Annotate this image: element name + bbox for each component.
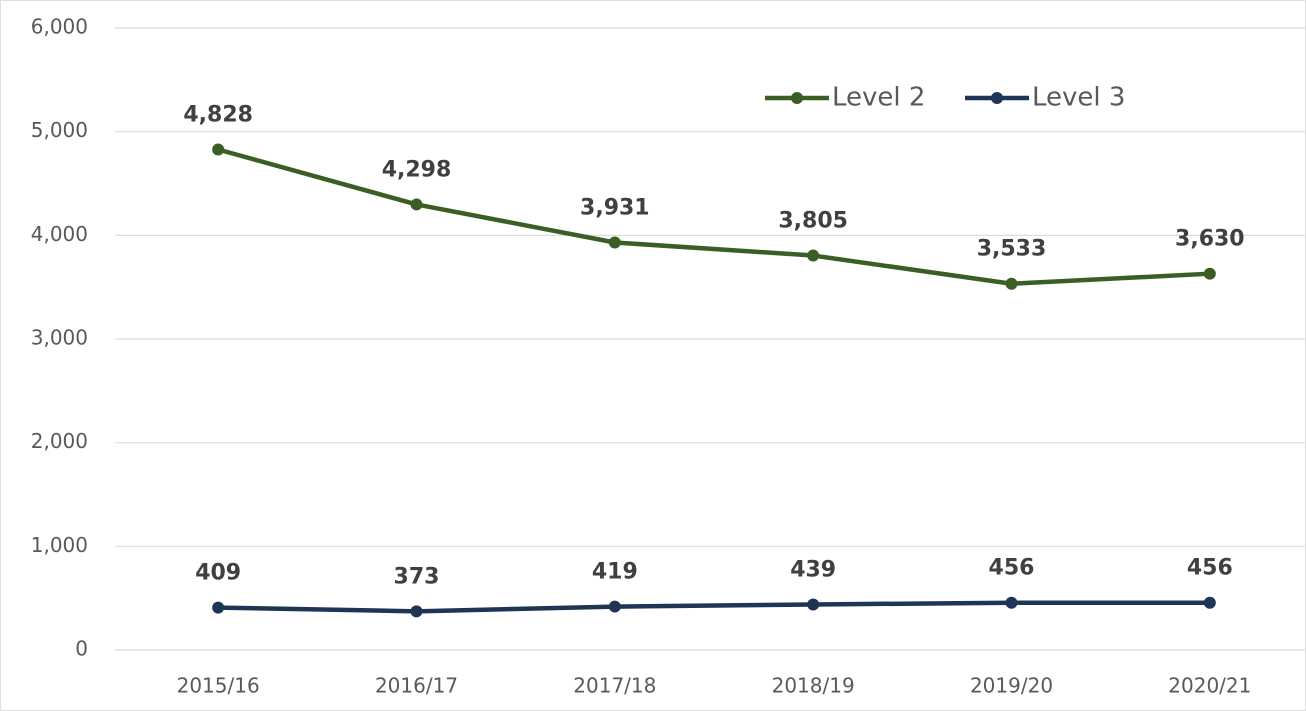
x-tick-label: 2017/18 bbox=[573, 674, 656, 698]
data-label: 419 bbox=[592, 560, 638, 585]
x-tick-label: 2015/16 bbox=[177, 674, 260, 698]
x-tick-label: 2020/21 bbox=[1168, 674, 1251, 698]
marker bbox=[1005, 277, 1018, 290]
y-tick-label: 1,000 bbox=[31, 533, 88, 557]
data-label: 456 bbox=[1187, 556, 1233, 581]
legend-label: Level 3 bbox=[1032, 83, 1125, 113]
marker bbox=[608, 236, 621, 249]
y-tick-label: 4,000 bbox=[31, 222, 88, 246]
data-label: 3,931 bbox=[580, 195, 650, 220]
data-label: 439 bbox=[790, 557, 836, 582]
data-label: 409 bbox=[195, 561, 241, 586]
marker bbox=[608, 600, 621, 613]
data-label: 4,828 bbox=[183, 102, 253, 127]
y-tick-label: 0 bbox=[75, 637, 88, 661]
marker bbox=[410, 198, 423, 211]
legend-marker bbox=[791, 92, 803, 104]
data-label: 373 bbox=[394, 564, 440, 589]
marker bbox=[212, 601, 225, 614]
x-tick-label: 2018/19 bbox=[772, 674, 855, 698]
y-tick-label: 6,000 bbox=[31, 15, 88, 39]
data-label: 456 bbox=[989, 556, 1035, 581]
legend-marker bbox=[991, 92, 1003, 104]
legend-label: Level 2 bbox=[832, 83, 925, 113]
y-tick-label: 5,000 bbox=[31, 118, 88, 142]
data-label: 4,298 bbox=[382, 157, 452, 182]
y-tick-label: 3,000 bbox=[31, 326, 88, 350]
marker bbox=[807, 598, 820, 611]
marker bbox=[410, 605, 423, 618]
data-label: 3,533 bbox=[977, 237, 1047, 262]
marker bbox=[1005, 596, 1018, 609]
data-label: 3,630 bbox=[1175, 227, 1245, 252]
y-tick-label: 2,000 bbox=[31, 429, 88, 453]
marker bbox=[1203, 267, 1216, 280]
x-tick-label: 2019/20 bbox=[970, 674, 1053, 698]
series-line bbox=[217, 147, 1210, 286]
x-tick-label: 2016/17 bbox=[375, 674, 458, 698]
series-line bbox=[218, 600, 1210, 614]
marker bbox=[807, 249, 820, 262]
marker bbox=[1203, 596, 1216, 609]
data-label: 3,805 bbox=[778, 209, 848, 234]
marker bbox=[212, 143, 225, 156]
